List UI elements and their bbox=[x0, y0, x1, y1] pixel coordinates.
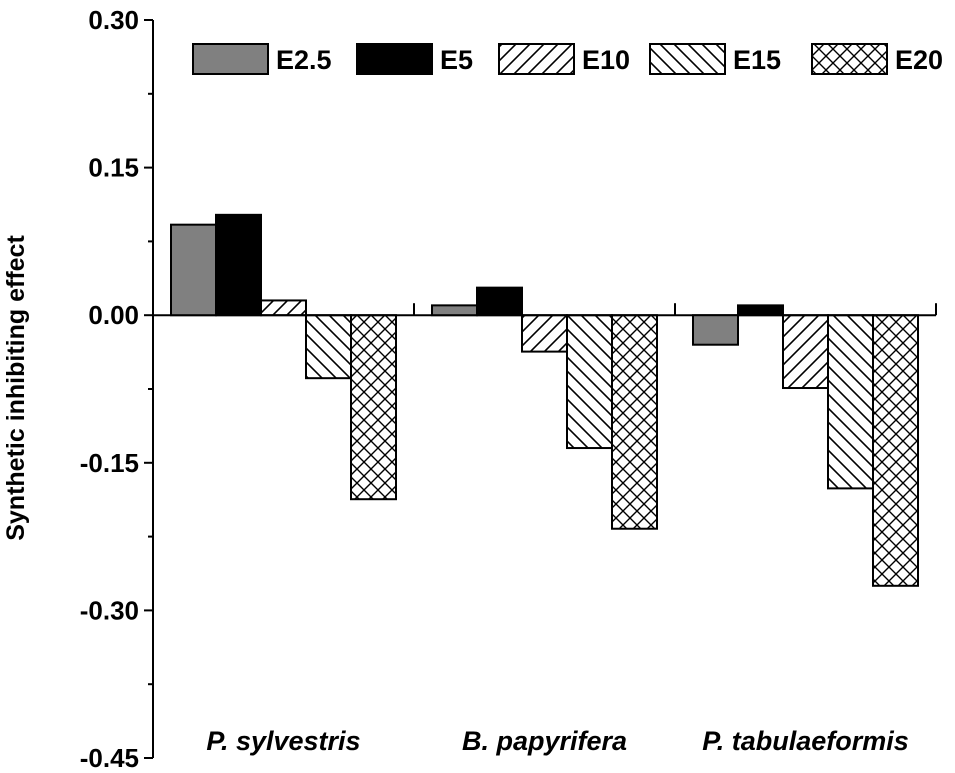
legend-swatch bbox=[649, 43, 726, 75]
legend-label: E15 bbox=[733, 45, 781, 75]
category-labels: P. sylvestris B. papyrifera P. tabulaeform… bbox=[206, 726, 908, 756]
bar-series-group bbox=[170, 213, 919, 587]
y-tick-label: -0.15 bbox=[80, 448, 139, 478]
y-axis-title: Synthetic inhibiting effect bbox=[2, 235, 30, 541]
bar-e10-0 bbox=[260, 299, 307, 317]
bar-e2-5-2 bbox=[692, 314, 739, 346]
bar-e5-1 bbox=[476, 286, 523, 317]
category-label: P. sylvestris bbox=[206, 726, 360, 756]
bar-e5-0 bbox=[215, 213, 262, 317]
bar-e10-2 bbox=[782, 314, 829, 390]
category-label: B. papyrifera bbox=[462, 726, 627, 756]
bar-e15-0 bbox=[305, 314, 352, 380]
y-axis: 0.30 0.15 0.00 -0.15 -0.30 -0.45 bbox=[80, 5, 154, 773]
legend-label: E2.5 bbox=[276, 45, 332, 75]
category-label: P. tabulaeformis bbox=[702, 726, 909, 756]
legend-swatch bbox=[356, 43, 433, 75]
legend-swatch bbox=[192, 43, 269, 75]
bar-e15-2 bbox=[827, 314, 874, 490]
legend-swatch bbox=[811, 43, 888, 75]
legend: E2.5 E5 E10 E15 E20 bbox=[192, 43, 943, 75]
y-tick-label: -0.30 bbox=[80, 595, 139, 625]
legend-label: E5 bbox=[440, 45, 473, 75]
bar-e10-1 bbox=[521, 314, 568, 353]
y-tick-label: -0.45 bbox=[80, 743, 139, 773]
bar-e5-2 bbox=[737, 304, 784, 317]
legend-label: E20 bbox=[895, 45, 943, 75]
y-tick-label: 0.30 bbox=[88, 5, 139, 35]
y-tick-label: 0.15 bbox=[88, 153, 139, 183]
legend-swatch bbox=[498, 43, 575, 75]
bar-e20-0 bbox=[350, 314, 397, 501]
bar-e20-2 bbox=[872, 314, 919, 587]
y-tick-label: 0.00 bbox=[88, 300, 139, 330]
legend-label: E10 bbox=[582, 45, 630, 75]
bar-e2-5-0 bbox=[170, 223, 217, 317]
bar-e15-1 bbox=[566, 314, 613, 450]
bar-e20-1 bbox=[611, 314, 658, 530]
bar-e2-5-1 bbox=[431, 304, 478, 317]
